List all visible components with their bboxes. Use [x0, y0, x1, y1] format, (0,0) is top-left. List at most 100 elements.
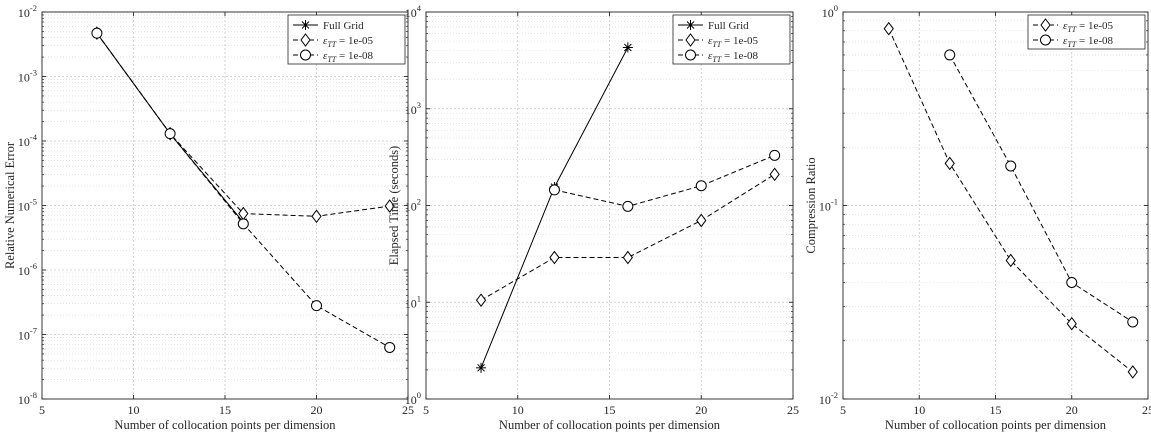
data-point-diamond	[549, 250, 560, 265]
x-tick-label: 25	[1142, 403, 1151, 417]
legend-item: εTT = 1e-08	[293, 49, 373, 64]
y-tick-label: 10-7	[18, 326, 37, 343]
data-point-circle	[1066, 277, 1078, 289]
legend-item: εTT = 1e-08	[1033, 34, 1113, 49]
data-point-diamond	[696, 213, 707, 228]
legend-marker-circle	[300, 49, 311, 61]
grid	[41, 11, 409, 400]
x-tick-label: 10	[128, 403, 140, 417]
legend-label: εTT = 1e-08	[708, 50, 758, 64]
data-point-circle	[944, 49, 956, 61]
legend-item: εTT = 1e-05	[678, 33, 758, 49]
chart-panel-1: 5 10 15 20 25 10-8 10-7 10-6 10-5 10-4 10-3 10-2 Num…	[3, 3, 414, 432]
x-tick-label: 25	[787, 403, 799, 417]
x-axis-label: Number of collocation points per dimensi…	[885, 418, 1107, 432]
legend-label: Full Grid	[323, 20, 364, 32]
series-diamond	[883, 21, 1138, 379]
legend-marker-diamond	[300, 33, 311, 47]
legend-marker-asterisk	[300, 20, 311, 30]
y-axis-label: Elapsed Time (seconds)	[387, 146, 401, 265]
y-tick-label: 10-2	[18, 3, 37, 20]
data-point-circle	[548, 184, 560, 196]
data-point-diamond	[1005, 253, 1016, 268]
data-point-asterisk	[476, 362, 487, 373]
data-point-diamond	[883, 21, 894, 36]
x-tick-label: 10	[913, 403, 925, 417]
x-tick-label: 25	[402, 403, 414, 417]
y-tick-label: 10-8	[18, 390, 37, 407]
legend-label: εTT = 1e-05	[708, 35, 758, 49]
x-tick-label: 5	[39, 403, 45, 417]
data-point-asterisk	[622, 42, 633, 53]
y-tick-label: 100	[405, 390, 421, 407]
y-tick-label: 102	[405, 197, 421, 214]
legend-marker-circle	[1040, 34, 1051, 46]
legend-item: εTT = 1e-05	[293, 33, 373, 49]
y-tick-label: 103	[405, 100, 421, 117]
data-point-circle	[164, 128, 176, 140]
data-point-circle	[622, 200, 634, 212]
x-tick-label: 20	[695, 403, 707, 417]
x-tick-label: 5	[840, 403, 846, 417]
x-tick-label: 15	[990, 403, 1002, 417]
y-tick-label: 10-5	[18, 197, 37, 214]
y-tick-label: 10-3	[18, 68, 37, 85]
x-tick-label: 15	[219, 403, 231, 417]
x-tick-label: 15	[604, 403, 616, 417]
x-tick-label: 5	[423, 403, 429, 417]
series-line	[554, 154, 775, 207]
y-tick-label: 104	[405, 3, 422, 20]
y-tick-label: 101	[405, 293, 421, 310]
data-point-circle	[384, 341, 396, 353]
data-point-circle	[1127, 316, 1139, 328]
data-point-diamond	[311, 209, 322, 224]
x-axis-label: Number of collocation points per dimensi…	[499, 418, 721, 432]
data-point-diamond	[384, 199, 395, 213]
series-line	[480, 173, 775, 301]
chart-panel-3: 5 10 15 20 25 10-2 10-1 100 Number of collocatio…	[804, 3, 1151, 432]
data-point-circle	[311, 300, 322, 312]
data-point-circle	[237, 218, 249, 230]
legend-label: εTT = 1e-05	[1063, 20, 1113, 34]
y-axis-label: Relative Numerical Error	[3, 141, 17, 269]
legend-item: εTT = 1e-08	[678, 49, 758, 64]
data-point-circle	[695, 180, 707, 192]
data-point-diamond	[475, 293, 487, 308]
legend-item: Full Grid	[678, 20, 749, 32]
data-point-diamond	[622, 250, 633, 265]
legend-label: Full Grid	[708, 20, 749, 32]
y-tick-label: 100	[822, 3, 838, 20]
y-tick-label: 10-1	[819, 197, 838, 214]
data-point-diamond	[1066, 316, 1077, 331]
series-diamond	[475, 167, 780, 308]
series-circle	[548, 149, 781, 212]
x-tick-label: 10	[512, 403, 524, 417]
legend-label: εTT = 1e-08	[1063, 35, 1113, 49]
legend-label: εTT = 1e-08	[323, 50, 373, 64]
legend-marker-circle	[685, 49, 696, 61]
x-axis-label: Number of collocation points per dimensi…	[114, 418, 336, 432]
legend-label: εTT = 1e-05	[323, 35, 373, 49]
series-circle	[944, 49, 1139, 328]
x-tick-label: 20	[1066, 403, 1078, 417]
data-point-diamond	[944, 156, 955, 171]
legend-marker-diamond	[1040, 18, 1051, 32]
data-point-circle	[1005, 160, 1017, 172]
x-tick-label: 20	[311, 403, 323, 417]
legend-item: εTT = 1e-05	[1033, 18, 1113, 34]
legend-marker-asterisk	[685, 20, 696, 30]
y-tick-label: 10-4	[18, 132, 38, 149]
y-axis-label: Compression Ratio	[804, 157, 818, 253]
data-point-diamond	[769, 167, 780, 182]
data-point-circle	[91, 27, 103, 39]
y-tick-label: 10-2	[819, 390, 838, 407]
y-tick-label: 10-6	[18, 261, 37, 278]
data-point-circle	[769, 149, 781, 161]
legend-item: Full Grid	[293, 20, 364, 32]
series-line	[888, 28, 1134, 373]
